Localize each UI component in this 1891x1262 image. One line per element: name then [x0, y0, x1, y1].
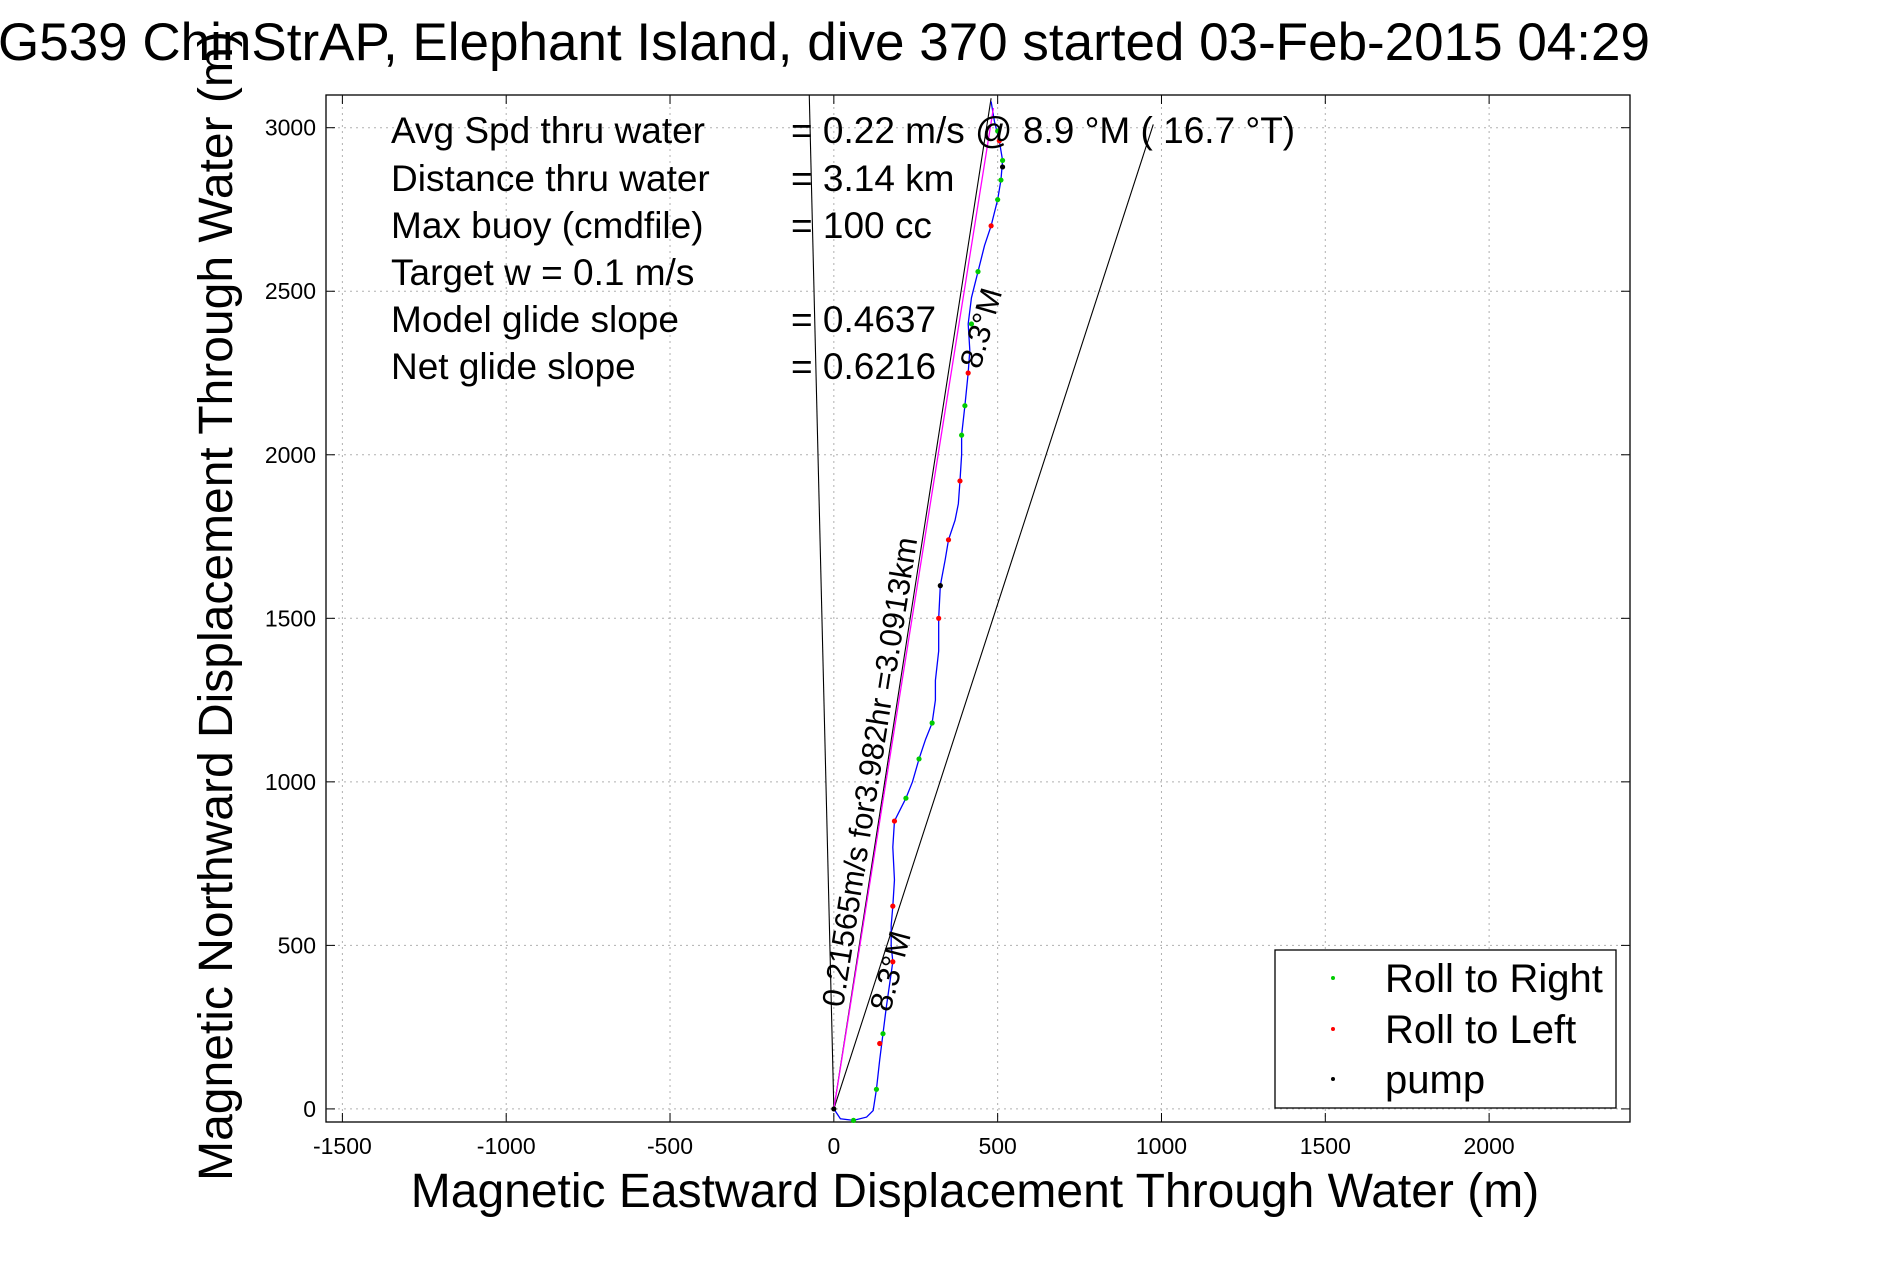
info-label-net-glide: Net glide slope — [391, 346, 636, 387]
y-tick-label: 3000 — [265, 115, 316, 141]
marker-roll-to-right — [880, 1031, 886, 1037]
reference-line — [833, 124, 1154, 1110]
y-tick-label: 0 — [303, 1096, 316, 1122]
marker-roll-to-left — [936, 615, 942, 621]
plot-markers — [831, 128, 1006, 1123]
legend-marker-roll-left — [1331, 1027, 1335, 1031]
legend-label-roll-right: Roll to Right — [1385, 957, 1603, 1001]
marker-roll-to-right — [850, 1117, 857, 1123]
info-label-model-glide: Model glide slope — [391, 299, 679, 340]
marker-roll-to-left — [890, 903, 896, 909]
marker-roll-to-right — [999, 157, 1006, 164]
legend-label-roll-left: Roll to Left — [1385, 1008, 1576, 1052]
info-label-avg-speed: Avg Spd thru water — [391, 110, 705, 151]
net-heading-line-line — [833, 107, 995, 1110]
x-tick-label: 500 — [978, 1133, 1016, 1159]
marker-roll-to-right — [998, 177, 1004, 183]
info-value-distance: = 3.14 km — [791, 158, 955, 199]
marker-roll-to-right — [916, 756, 922, 762]
reference-line — [808, 94, 835, 1109]
x-tick-label: 2000 — [1464, 1133, 1515, 1159]
marker-roll-to-right — [995, 128, 1001, 134]
x-tick-label: -500 — [647, 1133, 693, 1159]
info-block: Avg Spd thru water = 0.22 m/s @ 8.9 °M (… — [391, 110, 1295, 387]
marker-roll-to-right — [962, 403, 968, 409]
info-value-net-glide: = 0.6216 — [791, 346, 936, 387]
axis-ticks: -1500 -1000 -500 0 500 1000 1500 2000 0 500 1000 15… — [265, 95, 1630, 1159]
x-tick-label: 1000 — [1136, 1133, 1187, 1159]
y-tick-label: 500 — [278, 932, 316, 958]
y-axis-label: Magnetic Northward Displacement Through … — [190, 31, 243, 1181]
marker-roll-to-right — [873, 1086, 880, 1092]
x-tick-label: 1500 — [1300, 1133, 1351, 1159]
info-label-distance: Distance thru water — [391, 158, 710, 199]
marker-roll-to-right — [929, 720, 935, 726]
y-tick-label: 1000 — [265, 769, 316, 795]
x-tick-label: -1000 — [477, 1133, 536, 1159]
marker-roll-to-left — [957, 478, 963, 484]
marker-roll-to-right — [975, 269, 981, 275]
x-axis-label: Magnetic Eastward Displacement Through W… — [411, 1165, 1539, 1218]
legend: Roll to Right Roll to Left pump — [1274, 949, 1617, 1109]
info-value-avg-speed: = 0.22 m/s @ 8.9 °M ( 16.7 °T) — [791, 110, 1295, 151]
chart-title: G539 ChinStrAP, Elephant Island, dive 37… — [0, 13, 1650, 72]
info-value-model-glide: = 0.4637 — [791, 299, 936, 340]
marker-roll-to-left — [891, 818, 898, 824]
marker-roll-to-right — [995, 197, 1001, 203]
marker-roll-to-left — [988, 223, 994, 229]
marker-pump — [937, 583, 943, 589]
marker-roll-to-left — [965, 370, 971, 376]
x-tick-label: -1500 — [313, 1133, 372, 1159]
info-value-max-buoy: = 100 cc — [791, 205, 932, 246]
marker-roll-to-left — [996, 138, 1002, 144]
info-label-target-w: Target w = 0.1 m/s — [391, 252, 694, 293]
marker-roll-to-left — [945, 537, 952, 543]
legend-marker-roll-right — [1331, 976, 1335, 980]
legend-marker-pump — [1331, 1077, 1335, 1081]
marker-roll-to-right — [968, 321, 975, 327]
marker-roll-to-right — [903, 795, 909, 801]
y-tick-label: 2500 — [265, 278, 316, 304]
marker-pump — [999, 164, 1006, 170]
marker-roll-to-left — [877, 1040, 883, 1047]
track-line — [833, 101, 1004, 1122]
info-label-max-buoy: Max buoy (cmdfile) — [391, 205, 704, 246]
grid — [326, 95, 1630, 1122]
legend-label-pump: pump — [1385, 1058, 1485, 1102]
marker-pump — [831, 1106, 837, 1112]
y-tick-label: 1500 — [265, 605, 316, 631]
y-tick-label: 2000 — [265, 442, 316, 468]
marker-roll-to-right — [959, 432, 965, 438]
x-tick-label: 0 — [827, 1133, 840, 1159]
plot-series — [808, 94, 1154, 1122]
marker-roll-to-left — [890, 959, 896, 965]
